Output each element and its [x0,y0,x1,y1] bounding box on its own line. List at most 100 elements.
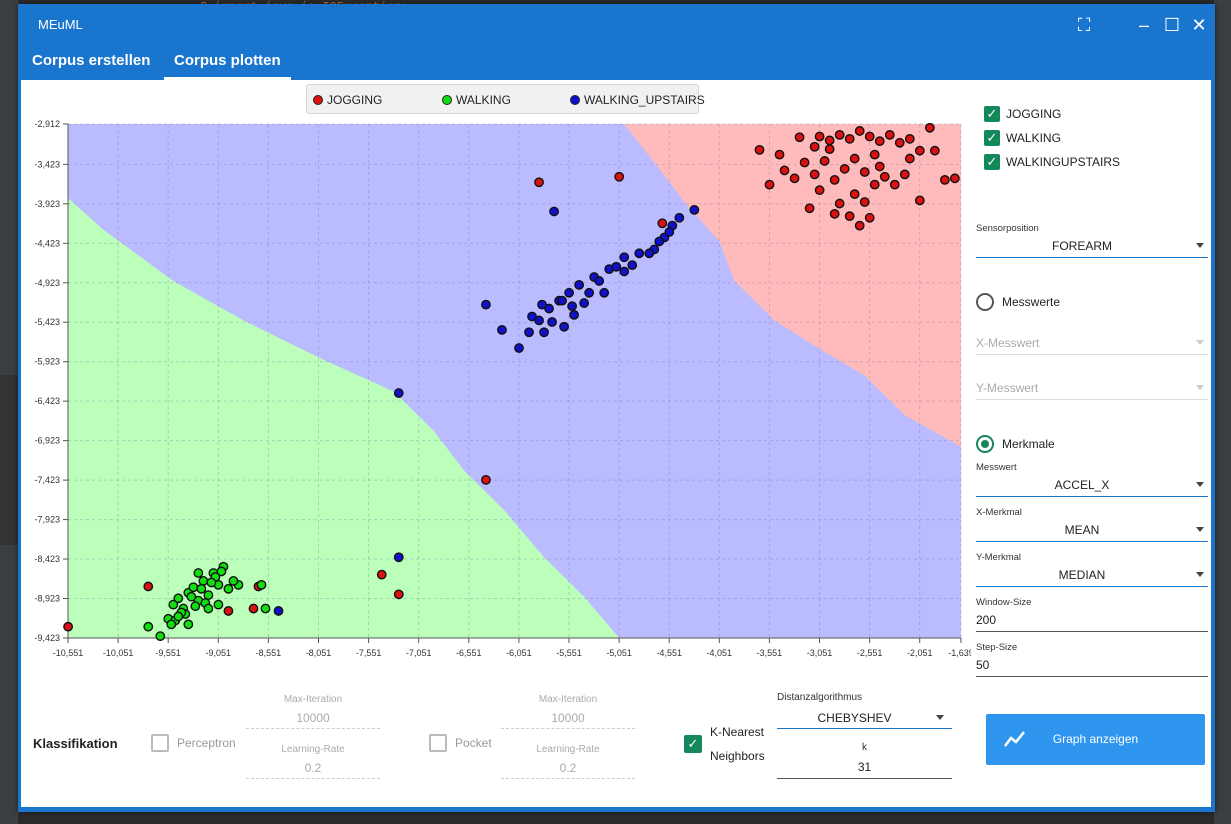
point-walking [188,582,199,593]
point-walking-upstairs [527,311,537,322]
y-merkmal-select[interactable]: MEDIAN [976,564,1208,587]
point-walking-upstairs [481,299,491,310]
window-size-input[interactable]: 200 [976,609,1208,632]
point-jogging [799,157,810,168]
close-icon[interactable]: ✕ [1191,15,1207,35]
checkmark-icon: ✓ [984,154,1000,170]
radio-merkmale[interactable]: Merkmale [976,435,1055,453]
y-tick-label: -9,423 [34,633,60,643]
x-tick-label: -2,551 [857,648,883,658]
point-walking-upstairs [524,327,534,338]
title-bar: MEuML ⛶ – ☐ ✕ [18,4,1215,46]
point-walking-upstairs [674,212,685,223]
x-merkmal-select[interactable]: MEAN [976,519,1208,542]
select-value: MEAN [1064,523,1100,537]
maximize-icon[interactable]: ☐ [1163,15,1181,35]
point-jogging [874,136,885,147]
y-messwert-select[interactable]: Y-Messwert [976,377,1208,400]
perceptron-max-iteration-input[interactable]: 10000 [246,708,380,729]
point-walking [168,599,179,610]
point-walking-upstairs [514,343,524,353]
point-jogging [914,195,925,206]
point-jogging [481,474,491,485]
point-jogging [804,203,815,214]
x-tick-label: -3,051 [807,648,833,658]
point-jogging [764,179,775,190]
pocket-max-iteration-input[interactable]: 10000 [501,708,635,729]
y-tick-label: -6,923 [34,436,60,446]
check-walking[interactable]: ✓ WALKING [984,130,1061,146]
point-walking-upstairs [574,279,585,290]
y-tick-label: -5,923 [34,357,60,367]
y-tick-label: -5,423 [34,317,60,327]
check-jogging[interactable]: ✓ JOGGING [984,106,1061,122]
select-value: ACCEL_X [1054,478,1110,492]
y-tick-label: -4,923 [34,278,60,288]
x-tick-label: -5,051 [606,648,632,658]
tab-bar: Corpus erstellen Corpus plotten [18,46,1215,80]
point-walking [166,619,177,630]
x-tick-label: -9,051 [206,648,232,658]
point-jogging [376,569,387,580]
point-jogging [929,145,940,156]
x-messwert-select[interactable]: X-Messwert [976,332,1208,355]
k-input[interactable]: 31 [777,756,952,779]
select-value: CHEBYSHEV [817,711,892,725]
messwert-select[interactable]: ACCEL_X [976,474,1208,497]
point-jogging [904,153,915,164]
x-tick-label: -7,051 [406,648,432,658]
point-jogging [849,153,860,164]
radio-messwerte[interactable]: Messwerte [976,293,1060,311]
pocket-max-iteration-label: Max-Iteration [538,694,598,705]
point-walking-upstairs [547,317,557,327]
point-jogging [657,218,668,229]
fullscreen-icon[interactable]: ⛶ [1077,15,1091,35]
point-walking [173,611,184,622]
point-walking-upstairs [557,295,567,306]
legend-dot-icon [442,95,452,105]
option-label: Perceptron [177,736,236,750]
chart-line-icon [1004,731,1025,747]
step-size-input[interactable]: 50 [976,654,1208,677]
point-walking-upstairs [393,388,404,398]
point-walking [155,631,166,642]
point-walking [203,590,214,601]
sensorposition-select[interactable]: FOREARM [976,235,1208,258]
y-merkmal-label: Y-Merkmal [976,552,1022,563]
perceptron-learning-rate-input[interactable]: 0.2 [246,758,380,779]
check-walkingupstairs[interactable]: ✓ WALKINGUPSTAIRS [984,154,1120,170]
point-walking [256,579,267,590]
chevron-down-icon [1196,572,1204,577]
point-jogging [814,185,825,196]
knn-checkbox[interactable]: ✓ K-Nearest Neighbors [684,720,765,768]
chevron-down-icon [1196,527,1204,532]
point-walking-upstairs [664,227,675,237]
checkmark-icon: ✓ [984,130,1000,146]
checkmark-icon: ✓ [984,106,1000,122]
legend-dot-icon [570,95,580,105]
button-label: Graph anzeigen [1052,732,1139,746]
radio-label: Merkmale [1002,437,1055,451]
tab-corpus-plotten[interactable]: Corpus plotten [164,52,291,80]
point-walking-upstairs [537,299,547,310]
point-jogging [779,165,790,176]
y-tick-label: -6,423 [34,396,60,406]
perceptron-checkbox[interactable]: Perceptron [151,734,236,752]
point-jogging [844,211,855,222]
point-walking-upstairs [594,276,605,286]
point-walking [173,593,184,604]
point-jogging [819,156,830,166]
pocket-checkbox[interactable]: Pocket [429,734,492,752]
point-walking-upstairs [539,327,549,338]
point-jogging [754,144,765,155]
distanzalgorithmus-select[interactable]: CHEBYSHEV [777,706,952,729]
point-jogging [884,129,895,140]
point-walking [228,576,239,586]
pocket-learning-rate-input[interactable]: 0.2 [501,758,635,779]
legend-dot-icon [313,95,323,105]
chevron-down-icon [1196,243,1204,248]
tab-corpus-erstellen[interactable]: Corpus erstellen [32,52,151,69]
point-jogging [824,135,835,146]
minimize-icon[interactable]: – [1138,15,1149,35]
graph-anzeigen-button[interactable]: Graph anzeigen [986,714,1205,765]
